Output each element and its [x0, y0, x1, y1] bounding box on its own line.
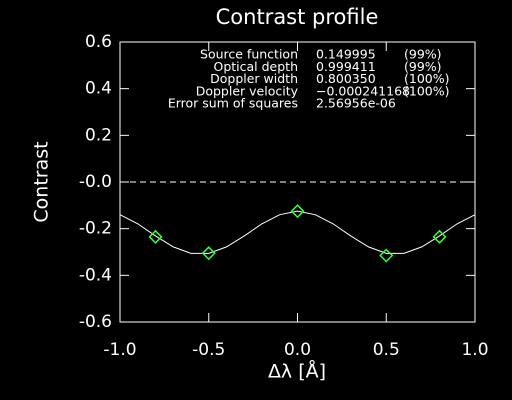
annotation: (99%) — [404, 47, 442, 62]
annotation: (100%) — [404, 83, 450, 98]
data-point — [379, 248, 394, 263]
annotation: 0.800350 — [316, 71, 376, 86]
data-point — [201, 246, 216, 261]
x-tick-label: -1.0 — [103, 340, 136, 360]
data-point — [432, 229, 447, 244]
data-point — [148, 229, 163, 244]
y-tick-label: -0.4 — [79, 265, 112, 285]
annotation: −0.000241168 — [316, 83, 410, 98]
annotation: (99%) — [404, 59, 442, 74]
annotation: Optical depth — [213, 59, 298, 74]
y-tick-label: -0.2 — [79, 219, 112, 239]
x-tick-label: 1.0 — [461, 340, 488, 360]
annotation: 0.149995 — [316, 47, 376, 62]
y-tick-label: 0.4 — [85, 79, 112, 99]
x-axis-label: Δλ [Å] — [268, 360, 326, 383]
fit-curve — [119, 210, 476, 254]
annotation: (100%) — [404, 71, 450, 86]
annotation: 0.999411 — [316, 59, 376, 74]
y-tick-label: 0.6 — [85, 32, 112, 52]
annotation: Source function — [200, 47, 298, 62]
annotation: Doppler width — [210, 71, 298, 86]
chart-title: Contrast profile — [216, 5, 379, 29]
x-tick-label: -0.5 — [192, 340, 225, 360]
data-point — [290, 204, 305, 219]
y-tick-label: -0.6 — [79, 312, 112, 332]
annotation: Doppler velocity — [196, 83, 299, 98]
annotation: Error sum of squares — [168, 96, 298, 111]
annotation: 2.56956e-06 — [316, 96, 396, 111]
y-tick-label: -0.0 — [79, 172, 112, 192]
x-tick-label: 0.5 — [373, 340, 400, 360]
y-tick-label: 0.2 — [85, 125, 112, 145]
y-axis-label: Contrast — [31, 141, 53, 222]
x-tick-label: 0.0 — [284, 340, 311, 360]
